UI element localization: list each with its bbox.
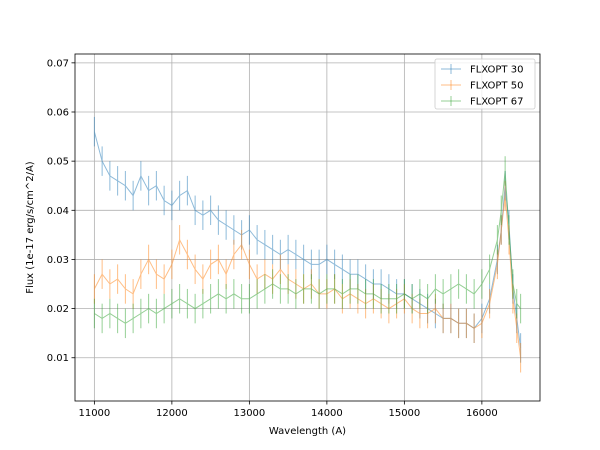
x-axis-label: Wavelength (A) — [269, 426, 346, 437]
y-tick-label: 0.06 — [47, 107, 69, 118]
y-tick-label: 0.05 — [47, 157, 69, 168]
series-layer — [93, 116, 522, 373]
y-tick-label: 0.01 — [47, 353, 69, 364]
series-3 — [93, 156, 522, 339]
y-tick-label: 0.02 — [47, 304, 69, 315]
x-tick-label: 11000 — [78, 408, 110, 419]
x-tick-label: 13000 — [233, 408, 265, 419]
legend-label: FLXOPT 50 — [470, 81, 523, 92]
legend-label: FLXOPT 30 — [470, 65, 523, 76]
y-tick-label: 0.07 — [47, 58, 69, 69]
series-2 — [93, 180, 522, 373]
legend-item: FLXOPT 67 — [441, 96, 523, 108]
axes-frame — [74, 53, 541, 402]
x-tick-label: 16000 — [466, 408, 498, 419]
legend-label: FLXOPT 67 — [470, 97, 523, 108]
series-1 — [93, 116, 522, 363]
y-tick-label: 0.04 — [47, 206, 69, 217]
x-tick-label: 14000 — [311, 408, 343, 419]
x-tick-label: 15000 — [388, 408, 420, 419]
series-line — [93, 131, 522, 348]
legend-item: FLXOPT 50 — [441, 80, 523, 92]
ticks: 11000 12000 13000 14000 15000 16000 0.01 0.02 0.… — [47, 58, 498, 419]
y-tick-label: 0.03 — [47, 255, 69, 266]
legend-item: FLXOPT 30 — [441, 64, 523, 76]
y-axis-label: Flux (1e-17 erg/s/cm^2/A) — [25, 161, 36, 293]
legend-box — [434, 58, 536, 110]
series-line — [93, 195, 522, 358]
x-tick-label: 12000 — [156, 408, 188, 419]
series-line — [94, 170, 521, 324]
legend: FLXOPT 30 FLXOPT 50 FLXOPT 67 — [434, 58, 536, 110]
